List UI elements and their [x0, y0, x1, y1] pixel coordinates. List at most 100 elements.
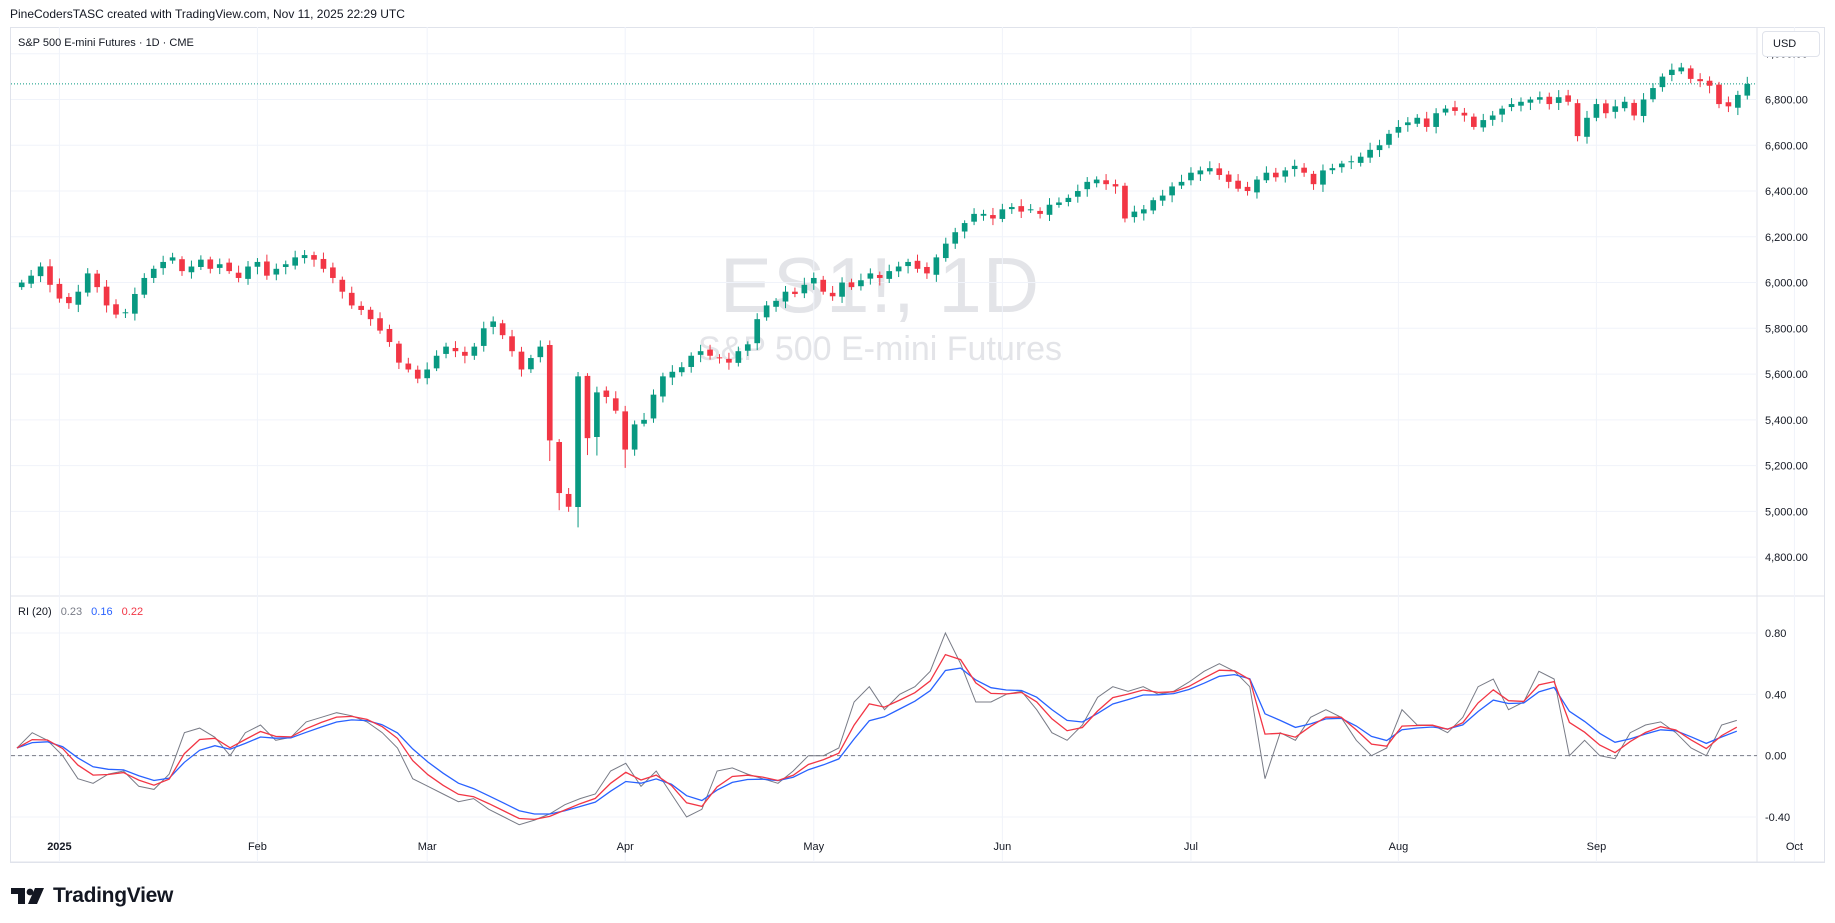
- candle-body: [641, 419, 647, 424]
- candle-body: [188, 266, 195, 273]
- candle-body: [1423, 118, 1430, 127]
- candle-body: [254, 261, 261, 267]
- time-tick-label: Sep: [1587, 841, 1607, 853]
- candle-body: [471, 346, 478, 356]
- candle-body: [1546, 96, 1553, 105]
- indicator-value-gray: 0.23: [60, 606, 83, 618]
- candle-body: [1574, 103, 1581, 137]
- candle-body: [876, 274, 883, 278]
- ri-tick-label: -0.40: [1765, 812, 1790, 824]
- candle-body: [386, 328, 393, 343]
- candle-body: [37, 266, 44, 277]
- candle-body: [282, 264, 289, 267]
- indicator-legend[interactable]: RI (20) 0.23 0.16 0.22: [18, 606, 149, 618]
- candle-body: [556, 442, 563, 494]
- candle-body: [1178, 181, 1185, 186]
- candle-body: [320, 258, 327, 269]
- candle-body: [1395, 126, 1402, 133]
- price-tick-label: 5,600.00: [1765, 369, 1808, 381]
- candle-body: [1216, 168, 1223, 175]
- candle-body: [603, 390, 610, 397]
- candle-body: [990, 215, 996, 219]
- axes: 4,800.00 5,000.00 5,200.00 5,400.00 5,600.00…: [47, 49, 1808, 853]
- time-tick-label: Mar: [418, 841, 437, 853]
- candle-body: [1744, 83, 1751, 96]
- ri-series-red: [16, 653, 1738, 821]
- currency-button[interactable]: USD: [1762, 31, 1820, 57]
- candle-body: [773, 300, 779, 307]
- candle-body: [1669, 69, 1675, 76]
- candle-body: [1631, 102, 1637, 116]
- candle-body: [1169, 186, 1175, 196]
- grid-lines: [11, 27, 1824, 863]
- candle-body: [1518, 101, 1524, 106]
- price-tick-label: 6,400.00: [1765, 186, 1808, 198]
- candle-body: [754, 319, 761, 344]
- indicator-name: RI (20): [18, 606, 52, 618]
- time-tick-label: Oct: [1786, 841, 1803, 853]
- candle-body: [1357, 156, 1364, 163]
- candle-body: [122, 312, 129, 314]
- candle-body: [28, 275, 34, 284]
- candle-body: [75, 291, 82, 305]
- candle-body: [235, 272, 242, 278]
- indicator-value-blue: 0.16: [91, 606, 113, 618]
- price-tick-label: 5,200.00: [1765, 461, 1808, 473]
- candle-body: [1584, 117, 1590, 137]
- candle-body: [1461, 112, 1468, 116]
- chart-attribution: PineCodersTASC created with TradingView.…: [10, 7, 405, 21]
- candle-body: [1386, 133, 1392, 145]
- candle-body: [462, 351, 468, 356]
- candle-body: [339, 279, 346, 292]
- candle-body: [1452, 107, 1458, 111]
- candle-body: [792, 291, 798, 294]
- candle-body: [1103, 180, 1109, 185]
- candle-body: [207, 259, 214, 269]
- candle-body: [1621, 101, 1628, 109]
- candle-body: [499, 323, 506, 336]
- candle-body: [1074, 191, 1081, 197]
- time-tick-label: May: [803, 841, 824, 853]
- candle-body: [1376, 145, 1383, 151]
- candle-body: [1508, 104, 1515, 108]
- candle-body: [1188, 172, 1194, 181]
- symbol-title[interactable]: S&P 500 E-mini Futures · 1D · CME: [18, 37, 194, 49]
- candle-body: [726, 358, 732, 363]
- candle-body: [1008, 207, 1015, 210]
- candle-body: [914, 260, 921, 269]
- price-tick-label: 5,000.00: [1765, 506, 1808, 518]
- candle-body: [113, 304, 119, 315]
- candle-body: [1367, 149, 1373, 158]
- candle-body: [1433, 113, 1439, 127]
- candle-body: [1065, 197, 1072, 202]
- candle-body: [1244, 186, 1251, 192]
- tradingview-logo[interactable]: TradingView: [11, 884, 173, 908]
- candle-body: [1263, 172, 1270, 181]
- candle-body: [1348, 161, 1355, 163]
- candle-body: [1405, 122, 1411, 126]
- candle-body: [377, 318, 383, 331]
- candle-body: [924, 266, 930, 274]
- candle-body: [1414, 117, 1421, 124]
- candle-body: [1612, 106, 1619, 112]
- candlestick-series: [11, 62, 1757, 528]
- candle-body: [1150, 200, 1157, 211]
- candle-body: [1480, 120, 1487, 128]
- candle-body: [1489, 115, 1496, 120]
- candle-body: [1725, 102, 1732, 107]
- candle-body: [1235, 180, 1241, 189]
- candle-body: [829, 292, 836, 297]
- candle-body: [1272, 172, 1279, 178]
- candle-body: [396, 343, 402, 363]
- candle-body: [1225, 174, 1232, 182]
- candle-body: [509, 336, 515, 352]
- candle-body: [612, 398, 619, 411]
- ri-tick-label: 0.00: [1765, 751, 1786, 763]
- price-tick-label: 6,800.00: [1765, 94, 1808, 106]
- candle-body: [1206, 168, 1213, 172]
- candle-body: [1537, 97, 1543, 100]
- candle-body: [1735, 94, 1741, 108]
- candle-body: [895, 266, 902, 272]
- candle-body: [905, 261, 911, 267]
